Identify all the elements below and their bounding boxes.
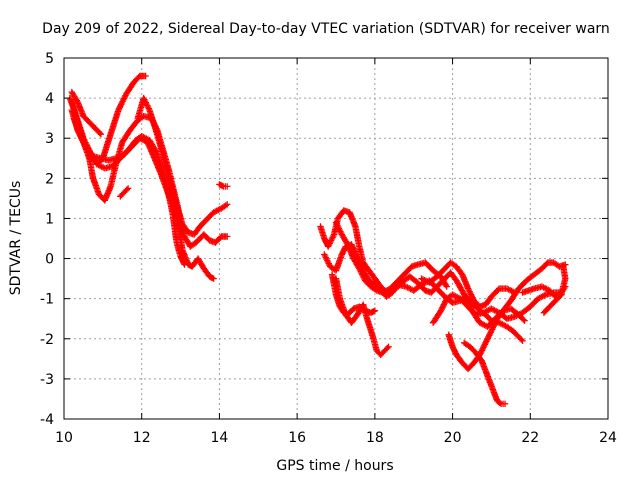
- series-track-6: [134, 94, 231, 238]
- plus-markers: [328, 271, 379, 318]
- series-track-12: [328, 271, 379, 318]
- plus-markers: [134, 94, 231, 238]
- y-tick-label: -2: [40, 332, 54, 348]
- series-track-2: [68, 88, 105, 138]
- y-tick-label: 4: [45, 91, 54, 107]
- y-tick-label: -3: [40, 372, 54, 388]
- series-track-16: [445, 259, 569, 373]
- x-axis-label: GPS time / hours: [276, 458, 393, 474]
- grid-lines: [64, 58, 608, 419]
- series-track-17: [461, 339, 509, 407]
- y-tick-label: 5: [45, 51, 54, 67]
- plus-markers: [461, 339, 509, 407]
- series-track-19: [540, 263, 569, 316]
- series-track-8: [216, 181, 231, 190]
- x-tick-label: 14: [211, 430, 229, 446]
- series-track-14: [418, 259, 518, 310]
- plus-markers: [68, 88, 105, 138]
- series-track-7: [117, 185, 132, 200]
- y-axis-label: SDTVAR / TECUs: [8, 181, 24, 296]
- x-tick-label: 24: [599, 430, 617, 446]
- x-tick-label: 20: [444, 430, 462, 446]
- data-series: [66, 72, 569, 407]
- y-tick-label: 0: [45, 252, 54, 268]
- plus-markers: [70, 115, 188, 268]
- plus-markers: [418, 259, 518, 310]
- y-tick-label: -1: [40, 292, 54, 308]
- axis-ticks: [63, 57, 609, 420]
- plot-frame: [63, 57, 609, 420]
- plus-markers: [445, 259, 569, 373]
- chart-title: Day 209 of 2022, Sidereal Day-to-day VTE…: [42, 21, 610, 37]
- plus-markers: [216, 181, 231, 190]
- plus-markers: [540, 263, 569, 316]
- y-tick-label: 3: [45, 131, 54, 147]
- series-track-4: [68, 106, 217, 282]
- x-tick-label: 22: [521, 430, 539, 446]
- y-tick-label: -4: [40, 412, 54, 428]
- x-tick-label: 10: [55, 430, 73, 446]
- x-tick-label: 16: [288, 430, 306, 446]
- y-tick-label: 2: [45, 171, 54, 187]
- plus-markers: [68, 106, 217, 282]
- plus-markers: [68, 98, 231, 250]
- series-track-13: [332, 219, 450, 296]
- plus-markers: [332, 219, 450, 296]
- x-tick-label: 18: [366, 430, 384, 446]
- series-track-5: [70, 115, 188, 268]
- x-tick-label: 12: [133, 430, 151, 446]
- y-tick-label: 1: [45, 211, 54, 227]
- plus-markers: [117, 185, 132, 200]
- series-track-3: [68, 98, 231, 250]
